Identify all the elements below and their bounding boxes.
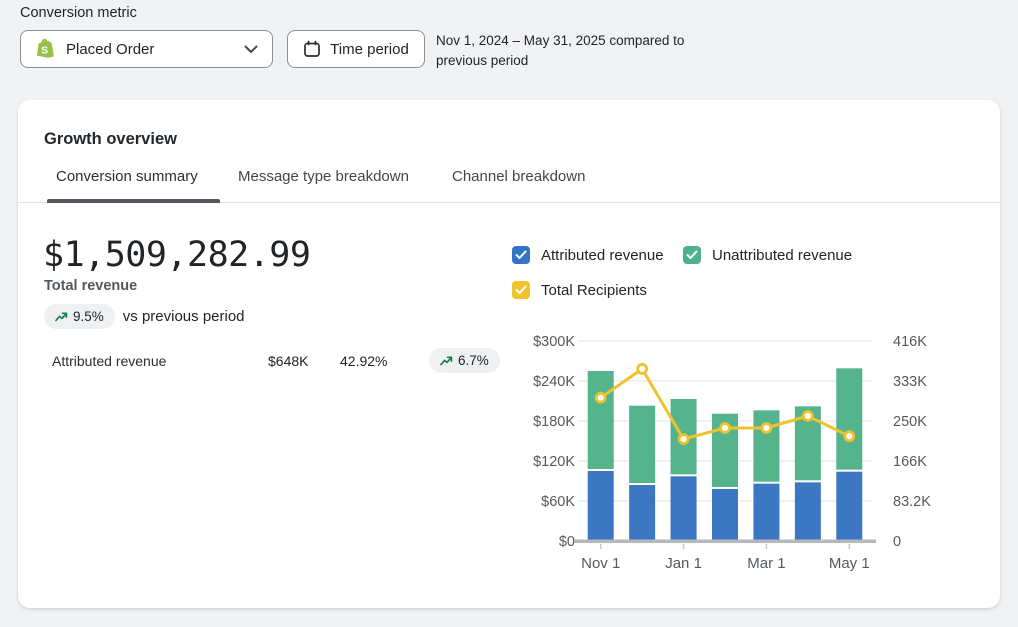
chevron-down-icon — [244, 45, 258, 54]
change-badge-value: 9.5% — [73, 309, 104, 324]
metric-dropdown[interactable]: S Placed Order — [20, 30, 273, 68]
time-period-label: Time period — [330, 41, 409, 58]
svg-text:$120K: $120K — [533, 454, 575, 470]
active-tab-underline — [47, 199, 220, 203]
tab-conversion-summary[interactable]: Conversion summary — [56, 168, 198, 185]
svg-text:$180K: $180K — [533, 414, 575, 430]
stat-row-value: $648K — [268, 353, 308, 369]
date-range-text: Nov 1, 2024 – May 31, 2025 compared to p… — [436, 31, 708, 70]
legend-item-attributed-revenue[interactable]: Attributed revenue — [512, 246, 664, 264]
table-row[interactable]: Attributed revenue $648K 42.92% 6.7% — [44, 346, 504, 376]
metric-dropdown-value: Placed Order — [66, 41, 244, 58]
svg-text:83.2K: 83.2K — [893, 494, 931, 510]
svg-text:166K: 166K — [893, 454, 927, 470]
checkbox-checked-icon[interactable] — [512, 246, 530, 264]
legend-label: Attributed revenue — [541, 247, 664, 264]
svg-text:Jan 1: Jan 1 — [665, 555, 702, 572]
svg-text:Mar 1: Mar 1 — [747, 555, 785, 572]
svg-text:416K: 416K — [893, 334, 927, 350]
change-badge-suffix: vs previous period — [123, 308, 245, 325]
stat-row-change-value: 6.7% — [458, 353, 489, 368]
svg-text:333K: 333K — [893, 374, 927, 390]
legend-item-unattributed-revenue[interactable]: Unattributed revenue — [683, 246, 852, 264]
svg-text:Nov 1: Nov 1 — [581, 555, 620, 572]
checkbox-checked-icon[interactable] — [683, 246, 701, 264]
tab-message-type-breakdown[interactable]: Message type breakdown — [238, 168, 409, 185]
trend-up-icon — [55, 311, 68, 323]
svg-text:250K: 250K — [893, 414, 927, 430]
shopify-icon: S — [35, 38, 56, 61]
svg-text:May 1: May 1 — [829, 555, 870, 572]
svg-text:$240K: $240K — [533, 374, 575, 390]
calendar-icon — [303, 40, 321, 58]
svg-text:0: 0 — [893, 534, 901, 550]
stat-row-percent: 42.92% — [340, 353, 387, 369]
tabs-row: Conversion summary Message type breakdow… — [18, 160, 1000, 203]
checkbox-checked-icon[interactable] — [512, 281, 530, 299]
legend-label: Unattributed revenue — [712, 247, 852, 264]
total-revenue-value: $1,509,282.99 — [43, 235, 310, 275]
stat-row-label: Attributed revenue — [52, 353, 166, 369]
svg-text:$300K: $300K — [533, 334, 575, 350]
svg-text:$0: $0 — [559, 534, 575, 550]
growth-overview-card: Growth overview Conversion summary Messa… — [18, 100, 1000, 608]
legend-label: Total Recipients — [541, 282, 647, 299]
card-title: Growth overview — [44, 130, 177, 149]
time-period-button[interactable]: Time period — [287, 30, 425, 68]
change-badge-row: 9.5% vs previous period — [44, 304, 245, 329]
svg-text:$60K: $60K — [541, 494, 575, 510]
total-revenue-label: Total revenue — [44, 278, 137, 294]
trend-up-icon — [440, 355, 453, 367]
tab-channel-breakdown[interactable]: Channel breakdown — [452, 168, 585, 185]
revenue-recipients-chart[interactable]: $00$60K83.2K$120K166K$180K250K$240K333K$… — [538, 335, 988, 585]
svg-text:S: S — [41, 44, 48, 56]
conversion-metric-label: Conversion metric — [20, 5, 137, 21]
change-badge: 9.5% — [44, 304, 115, 329]
legend-item-total-recipients[interactable]: Total Recipients — [512, 281, 647, 299]
stat-row-change-badge: 6.7% — [429, 348, 500, 373]
